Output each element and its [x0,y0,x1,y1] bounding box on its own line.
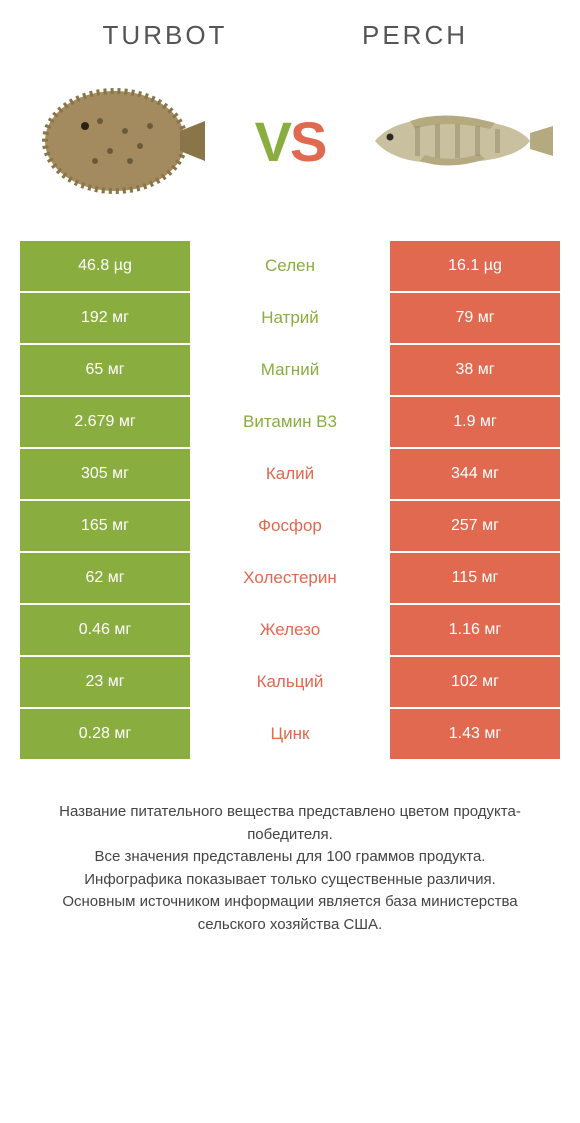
table-row: 65 мгМагний38 мг [20,345,560,397]
footer-notes: Название питательного вещества представл… [0,761,580,956]
nutrient-name-cell: Витамин B3 [190,397,390,447]
left-value-cell: 2.679 мг [20,397,190,447]
vs-v: V [255,110,290,173]
right-value-cell: 115 мг [390,553,560,603]
table-row: 0.46 мгЖелезо1.16 мг [20,605,560,657]
left-value-cell: 165 мг [20,501,190,551]
table-row: 192 мгНатрий79 мг [20,293,560,345]
images-row: VS [0,61,580,241]
right-value-cell: 38 мг [390,345,560,395]
right-value-cell: 1.16 мг [390,605,560,655]
nutrient-name-cell: Холестерин [190,553,390,603]
table-row: 165 мгФосфор257 мг [20,501,560,553]
table-row: 0.28 мгЦинк1.43 мг [20,709,560,761]
left-value-cell: 62 мг [20,553,190,603]
left-value-cell: 23 мг [20,657,190,707]
nutrient-name-cell: Цинк [190,709,390,759]
left-value-cell: 305 мг [20,449,190,499]
table-row: 305 мгКалий344 мг [20,449,560,501]
left-value-cell: 46.8 µg [20,241,190,291]
turbot-illustration [20,71,220,211]
footer-line-4: Основным источником информации является … [30,891,550,936]
right-product-title: Perch [290,20,540,51]
right-value-cell: 16.1 µg [390,241,560,291]
vs-s: S [290,110,325,173]
nutrient-name-cell: Натрий [190,293,390,343]
table-row: 46.8 µgСелен16.1 µg [20,241,560,293]
header: Turbot Perch [0,0,580,61]
footer-line-2: Все значения представлены для 100 граммо… [30,846,550,869]
nutrient-name-cell: Селен [190,241,390,291]
perch-illustration [360,71,560,211]
nutrient-table: 46.8 µgСелен16.1 µg192 мгНатрий79 мг65 м… [20,241,560,761]
left-value-cell: 65 мг [20,345,190,395]
nutrient-name-cell: Фосфор [190,501,390,551]
left-value-cell: 0.28 мг [20,709,190,759]
nutrient-name-cell: Калий [190,449,390,499]
table-row: 62 мгХолестерин115 мг [20,553,560,605]
right-value-cell: 1.9 мг [390,397,560,447]
left-value-cell: 192 мг [20,293,190,343]
left-product-title: Turbot [40,20,290,51]
nutrient-name-cell: Магний [190,345,390,395]
footer-line-1: Название питательного вещества представл… [30,801,550,846]
right-value-cell: 344 мг [390,449,560,499]
table-row: 2.679 мгВитамин B31.9 мг [20,397,560,449]
table-row: 23 мгКальций102 мг [20,657,560,709]
right-value-cell: 79 мг [390,293,560,343]
vs-label: VS [255,109,326,174]
right-value-cell: 1.43 мг [390,709,560,759]
left-value-cell: 0.46 мг [20,605,190,655]
nutrient-name-cell: Железо [190,605,390,655]
right-value-cell: 102 мг [390,657,560,707]
nutrient-name-cell: Кальций [190,657,390,707]
right-value-cell: 257 мг [390,501,560,551]
footer-line-3: Инфографика показывает только существенн… [30,869,550,892]
